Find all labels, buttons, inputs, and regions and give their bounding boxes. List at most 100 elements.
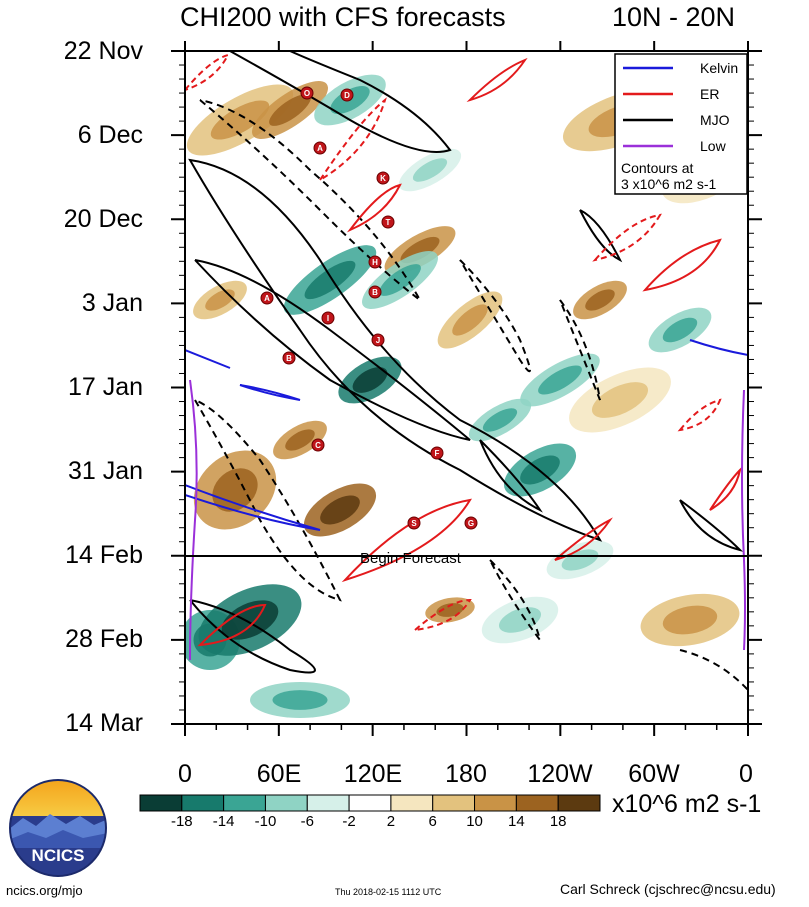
colorbar: -18 -14 -10 -6 -2 2 6 10 14 18 (139, 794, 601, 830)
colorbar-unit: x10^6 m2 s-1 (612, 790, 762, 818)
wave-contour (677, 398, 722, 432)
colorbar-label: -18 (171, 813, 193, 830)
legend-frame (614, 53, 748, 195)
storm-marker: O (300, 86, 314, 100)
wave-contour (741, 389, 746, 651)
svg-text:K: K (380, 174, 386, 183)
shading-blob (573, 280, 627, 320)
svg-text:O: O (304, 89, 310, 98)
shading-blob (186, 84, 294, 156)
wave-contour (188, 158, 603, 542)
storm-marker: T (381, 215, 395, 229)
wave-contour (239, 384, 301, 401)
shading-blob (648, 307, 712, 353)
wave-contour (319, 97, 387, 181)
x-tick-label: 60W (628, 760, 680, 788)
legend-label: Low (700, 138, 727, 154)
y-tick-label: 17 Jan (67, 373, 143, 401)
footer-author: Carl Schreck (cjschrec@ncsu.edu) (560, 881, 776, 897)
wave-contour (679, 499, 744, 552)
storm-marker: S (407, 516, 421, 530)
wave-contour (411, 598, 472, 632)
logo-text: NCICS (32, 846, 85, 865)
svg-text:A: A (317, 144, 323, 153)
wave-contour (466, 57, 528, 103)
wave-contour (185, 349, 231, 369)
storm-marker: B (282, 351, 296, 365)
wave-contour (199, 99, 421, 301)
storm-marker: A (313, 141, 327, 155)
svg-text:B: B (286, 354, 292, 363)
colorbar-segment (515, 794, 559, 812)
storm-marker: B (368, 285, 382, 299)
x-tick-label: 0 (739, 760, 753, 788)
wave-contour (479, 439, 543, 513)
wave-contour (197, 603, 267, 647)
footer-url[interactable]: ncics.org/mjo (6, 883, 83, 898)
wave-contour (194, 259, 471, 441)
shading-blob (546, 540, 614, 580)
shading-blob (520, 353, 600, 407)
colorbar-label: -14 (213, 813, 235, 830)
x-tick-label: 120E (343, 760, 403, 788)
svg-text:T: T (386, 218, 391, 227)
shading-blob (640, 593, 740, 647)
y-tick-label: 20 Dec (63, 205, 143, 233)
colorbar-segment (348, 794, 392, 812)
wave-contour (185, 53, 230, 92)
x-tick-label: 60E (256, 760, 302, 788)
legend-note: 3 x10^6 m2 s-1 (621, 176, 716, 192)
shading-blob (425, 597, 475, 623)
wave-contour (679, 649, 748, 691)
svg-text:G: G (468, 519, 474, 528)
svg-text:H: H (372, 258, 378, 267)
colorbar-segment (474, 794, 517, 812)
shading-blob (468, 398, 532, 442)
storm-markers: O D A K T H B A I J B C F S G (260, 86, 478, 530)
chart-title: CHI200 with CFS forecasts (180, 2, 506, 32)
storm-marker: I (321, 311, 335, 325)
shading-blob (283, 245, 377, 315)
chart-region-label: 10N - 20N (612, 2, 736, 32)
y-tick-label: 14 Feb (65, 541, 143, 569)
colorbar-label: 10 (466, 813, 483, 830)
wave-contour (459, 259, 531, 373)
legend-label: Kelvin (700, 60, 738, 76)
wave-contour (689, 339, 748, 356)
colorbar-label: 2 (387, 813, 395, 830)
y-tick-label: 28 Feb (65, 625, 143, 653)
storm-marker: F (430, 446, 444, 460)
storm-marker: A (260, 291, 274, 305)
svg-text:J: J (376, 336, 380, 345)
svg-text:B: B (372, 288, 378, 297)
legend-box: Kelvin ER MJO Low Contours at3 x10^6 m2 s-1 (614, 53, 748, 195)
y-tick-label: 3 Jan (81, 289, 143, 317)
svg-text:I: I (327, 314, 329, 323)
storm-marker: J (371, 333, 385, 347)
colorbar-segment (557, 794, 601, 812)
x-tick-label: 120W (527, 760, 593, 788)
wave-contour (489, 559, 541, 641)
svg-text:S: S (411, 519, 417, 528)
shading-blob (481, 596, 559, 644)
colorbar-label: -10 (255, 813, 277, 830)
wave-contour (559, 299, 601, 401)
shading-blob (273, 420, 327, 460)
colorbar-label: -6 (301, 813, 314, 830)
y-tick-label: 14 Mar (65, 709, 143, 737)
shading-blob (338, 356, 402, 404)
x-tick-label: 0 (178, 760, 192, 788)
ncics-logo: NCICS (9, 779, 107, 877)
wave-contour (592, 213, 662, 262)
colorbar-label: 18 (550, 813, 567, 830)
colorbar-segment (432, 794, 476, 812)
legend-note: Contours at (621, 160, 693, 176)
forecast-start-label: Begin Forecast (360, 550, 462, 567)
storm-marker: C (311, 438, 325, 452)
wave-contour (346, 183, 402, 233)
wave-contour (341, 498, 472, 583)
axis-ticks (171, 41, 762, 736)
storm-marker: K (376, 171, 390, 185)
colorbar-segment (181, 794, 225, 812)
wave-contour (642, 238, 722, 292)
